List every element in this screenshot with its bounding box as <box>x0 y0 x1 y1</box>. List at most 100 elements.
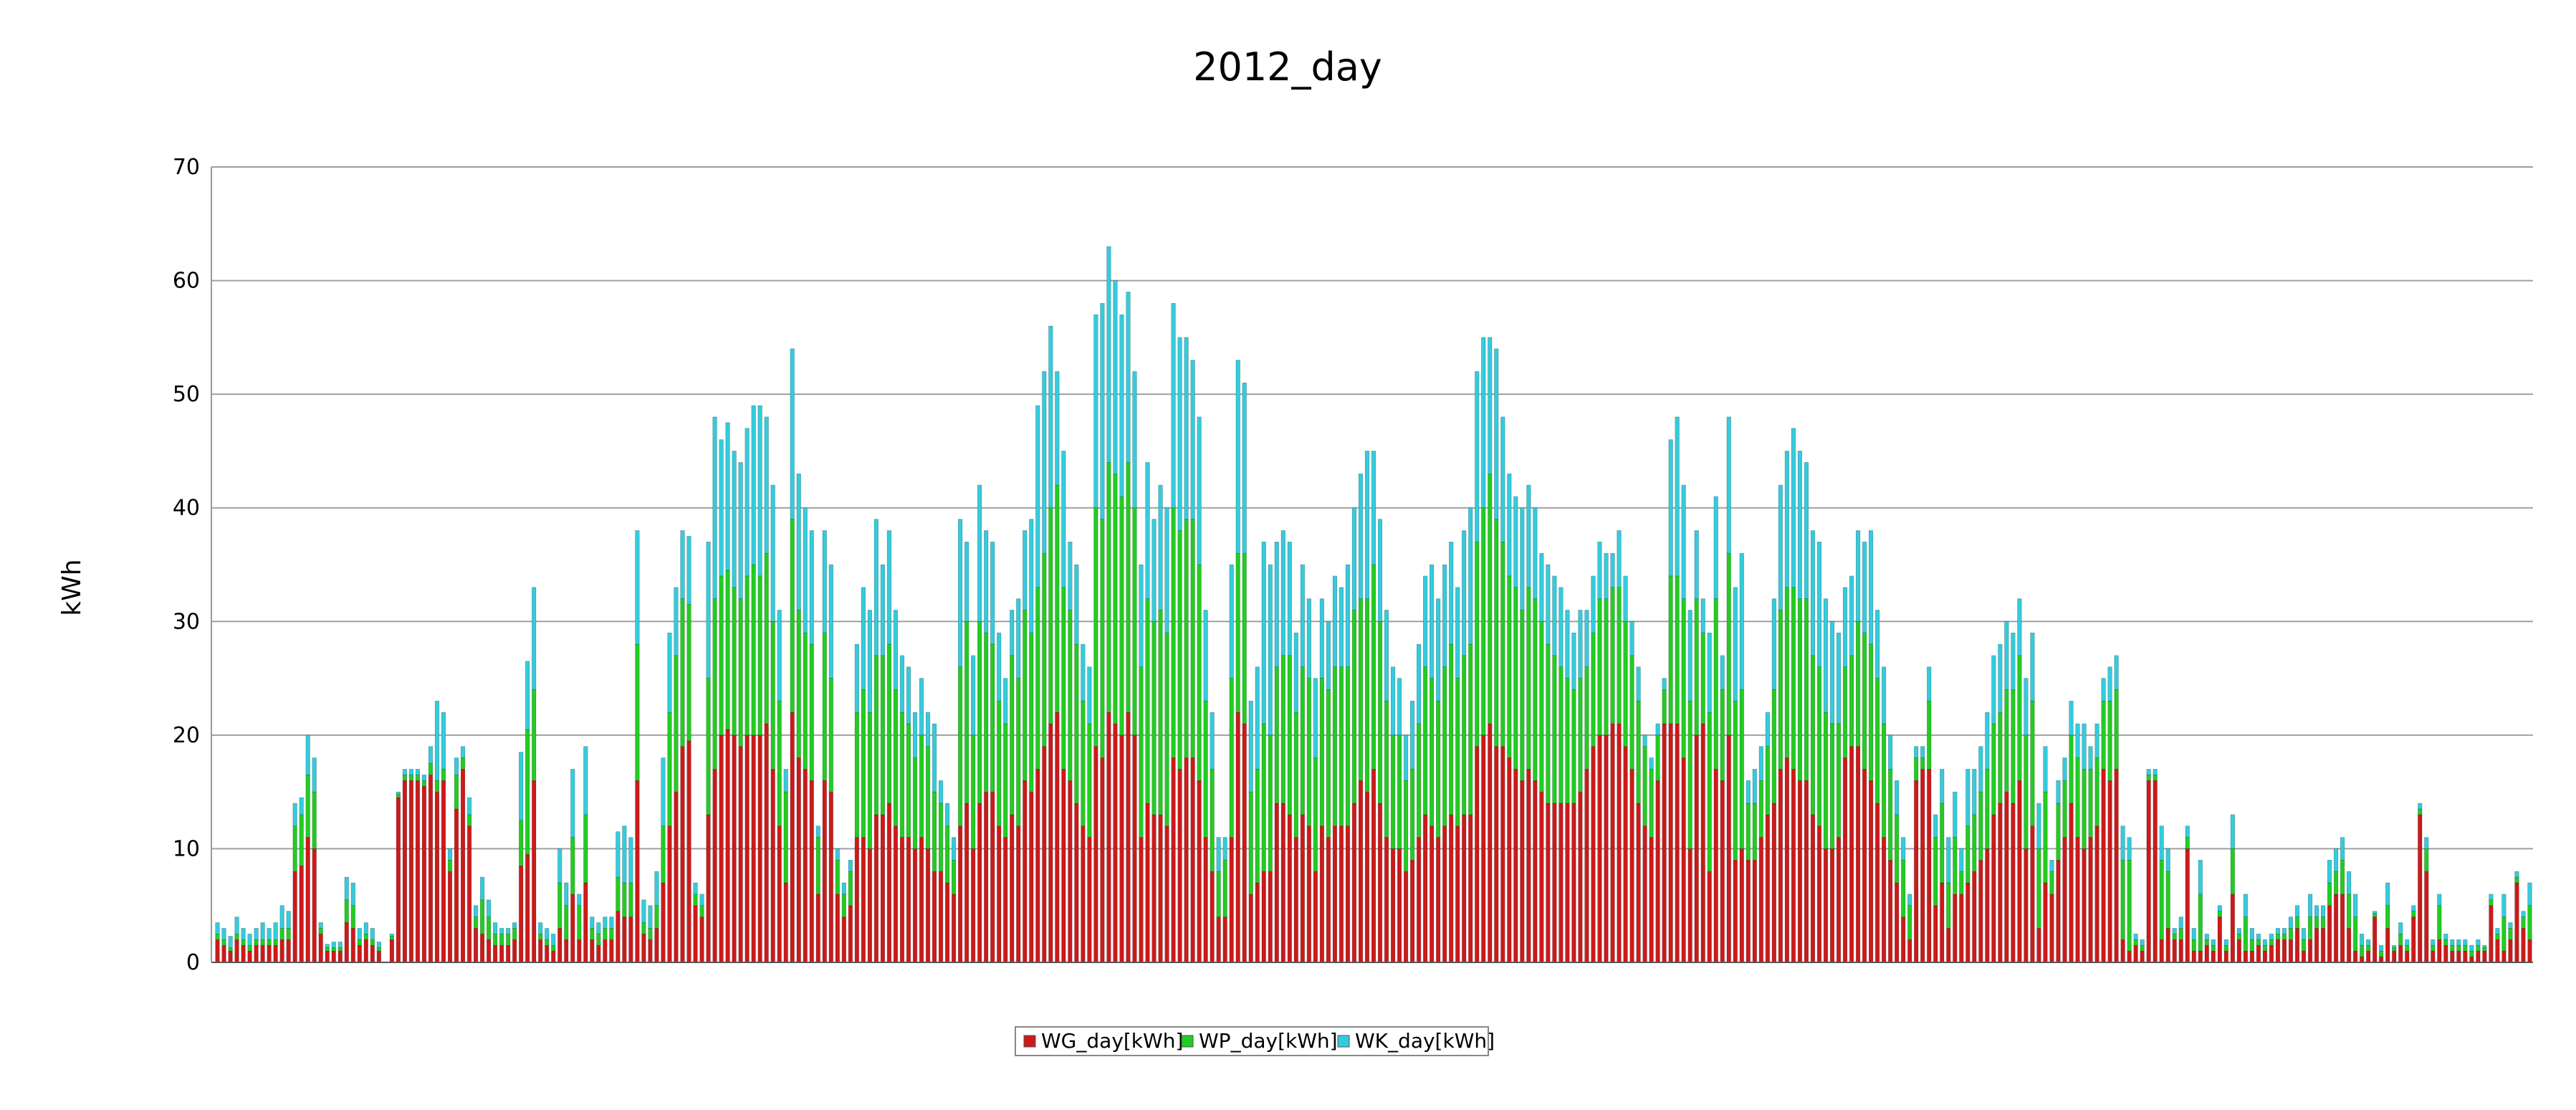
bar-segment-3 <box>570 769 575 838</box>
bar-segment-2 <box>1927 700 1932 770</box>
bar-segment-2 <box>1475 541 1480 747</box>
bar-segment-2 <box>1816 666 1822 827</box>
bar-segment-2 <box>538 934 543 940</box>
bar-segment-2 <box>2521 917 2526 929</box>
bar-segment-1 <box>925 848 931 963</box>
bar-segment-1 <box>1184 757 1189 963</box>
bar-segment-2 <box>1739 689 1744 849</box>
bar-segment-2 <box>1436 700 1441 838</box>
bar-segment-1 <box>267 944 272 963</box>
bar-segment-2 <box>344 899 349 923</box>
bar-segment-3 <box>577 894 582 906</box>
bar-segment-2 <box>757 575 762 736</box>
bar-segment-3 <box>984 530 989 633</box>
bar-segment-2 <box>1048 507 1053 724</box>
bar-segment-1 <box>2456 950 2461 963</box>
bar-segment-3 <box>1675 416 1680 577</box>
bar-segment-3 <box>958 519 963 668</box>
bar-segment-3 <box>2456 939 2461 946</box>
bar-segment-3 <box>396 791 401 795</box>
bar-segment-2 <box>1771 689 1776 804</box>
bar-segment-1 <box>2043 882 2048 963</box>
bar-segment-3 <box>1998 643 2003 713</box>
bar-segment-3 <box>1816 541 1822 668</box>
bar-segment-2 <box>2127 859 2132 952</box>
bar-segment-1 <box>770 769 775 963</box>
bar-segment-2 <box>1681 598 1686 758</box>
bar-segment-2 <box>1113 473 1118 724</box>
bar-segment-3 <box>479 876 485 901</box>
bar-segment-1 <box>421 785 427 963</box>
bar-segment-3 <box>1216 837 1221 872</box>
bar-segment-3 <box>2236 928 2241 934</box>
bar-segment-1 <box>977 803 982 963</box>
bar-segment-1 <box>1707 871 1712 963</box>
legend-swatch <box>1023 1035 1036 1048</box>
bar-segment-1 <box>1023 780 1028 963</box>
bar-segment-2 <box>1558 666 1564 804</box>
bar-segment-3 <box>1081 643 1086 702</box>
bar-segment-3 <box>2398 922 2403 934</box>
bar-segment-1 <box>2288 939 2294 963</box>
bar-segment-2 <box>2243 917 2248 952</box>
bar-segment-2 <box>357 939 362 946</box>
bar-segment-3 <box>938 780 944 804</box>
bar-segment-2 <box>984 632 989 793</box>
bar-segment-3 <box>1623 575 1628 622</box>
bar-segment-1 <box>1010 814 1015 963</box>
bar-segment-1 <box>312 848 317 963</box>
bar-segment-2 <box>1526 587 1531 770</box>
bar-segment-2 <box>1417 723 1422 838</box>
bar-segment-2 <box>532 689 537 781</box>
bar-segment-2 <box>2418 808 2423 815</box>
bar-segment-3 <box>628 837 633 884</box>
bar-segment-1 <box>1959 894 1964 963</box>
bar-segment-1 <box>506 944 511 963</box>
bar-segment-2 <box>1423 666 1428 815</box>
bar-segment-2 <box>1907 905 1912 940</box>
bar-segment-1 <box>1268 871 1273 963</box>
bar-segment-3 <box>1035 405 1040 588</box>
bar-segment-1 <box>997 826 1002 963</box>
bar-segment-2 <box>2262 944 2268 952</box>
bar-segment-3 <box>2281 928 2287 934</box>
bar-segment-3 <box>1364 451 1370 599</box>
bar-segment-2 <box>1507 575 1512 758</box>
bar-segment-2 <box>434 780 440 793</box>
bar-segment-3 <box>441 712 446 770</box>
bar-segment-2 <box>1500 541 1505 747</box>
bar-segment-3 <box>1617 530 1622 588</box>
bar-segment-2 <box>454 775 459 810</box>
bar-segment-1 <box>803 769 808 963</box>
bar-segment-2 <box>1158 610 1163 815</box>
bar-segment-2 <box>460 757 466 770</box>
bars <box>215 246 2532 963</box>
bar-segment-3 <box>2256 934 2261 940</box>
bar-segment-1 <box>247 950 252 963</box>
bar-segment-3 <box>408 769 414 775</box>
bar-segment-1 <box>1397 848 1402 963</box>
bar-segment-1 <box>2411 917 2416 963</box>
bar-segment-3 <box>944 803 950 827</box>
bar-segment-1 <box>2463 950 2468 963</box>
bar-segment-1 <box>1132 735 1137 963</box>
bar-segment-3 <box>318 922 323 929</box>
bar-segment-3 <box>1855 530 1861 622</box>
bar-segment-2 <box>2385 905 2390 929</box>
bar-segment-2 <box>1882 723 1887 838</box>
bar-segment-2 <box>1810 655 1816 815</box>
bar-segment-2 <box>997 700 1002 827</box>
bar-segment-2 <box>2185 837 2190 849</box>
bar-segment-3 <box>1526 484 1531 588</box>
bar-segment-2 <box>499 934 504 946</box>
bar-segment-3 <box>1436 598 1441 702</box>
bar-segment-3 <box>1933 814 1938 838</box>
bar-segment-1 <box>1687 848 1692 963</box>
bar-segment-1 <box>441 780 446 963</box>
bar-segment-3 <box>1965 769 1971 827</box>
bar-segment-2 <box>286 928 291 940</box>
bar-segment-3 <box>906 666 911 724</box>
bar-segment-2 <box>267 939 272 946</box>
bar-segment-3 <box>1417 643 1422 724</box>
bar-segment-1 <box>1694 735 1699 963</box>
